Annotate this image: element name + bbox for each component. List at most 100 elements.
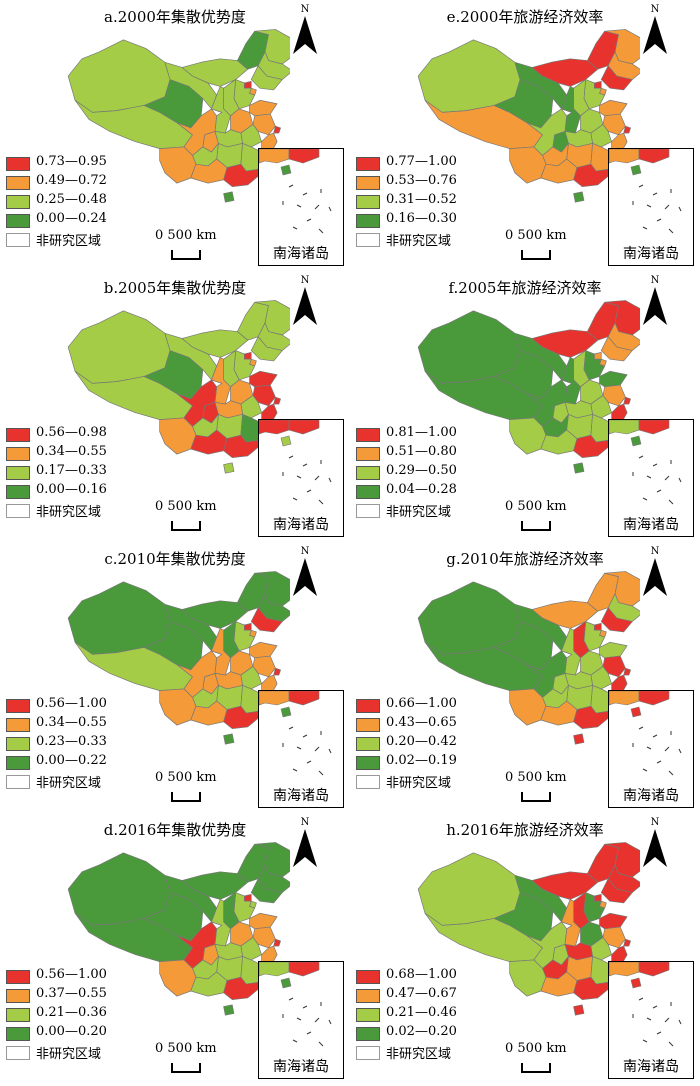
- island-mark: [668, 499, 674, 505]
- scale-label: 0 500 km: [505, 1041, 567, 1056]
- island-mark: [638, 455, 644, 459]
- legend-swatch: [6, 157, 30, 171]
- province-beijing: [243, 893, 252, 902]
- province-liaoning: [250, 65, 283, 91]
- legend-swatch: [6, 428, 30, 442]
- inset-guangxi: [609, 691, 640, 706]
- scale-bar: 0 500 km: [155, 770, 245, 806]
- province-hainan: [573, 462, 585, 474]
- inset-guangxi: [609, 420, 640, 435]
- legend-label: 0.20—0.42: [386, 734, 457, 749]
- province-shandong: [599, 99, 628, 117]
- island-mark: [642, 768, 648, 772]
- legend-swatch: [6, 989, 30, 1003]
- legend-label: 0.56—1.00: [36, 967, 107, 982]
- inset-label: 南海诸岛: [273, 517, 329, 533]
- legend-label: 0.00—0.22: [36, 753, 107, 768]
- island-mark: [668, 1041, 674, 1047]
- island-mark: [318, 1041, 324, 1047]
- legend-swatch: [356, 775, 380, 789]
- north-arrow-icon: N: [290, 817, 320, 869]
- legend-label: 0.02—0.19: [386, 753, 457, 768]
- province-shandong: [249, 99, 278, 117]
- china-map: [67, 571, 290, 745]
- china-map: [417, 842, 640, 1016]
- island-mark: [318, 228, 324, 234]
- south-china-sea-inset: 南海诸岛: [258, 419, 344, 537]
- scale-label: 0 500 km: [155, 1041, 217, 1056]
- inset-hainan: [630, 706, 642, 718]
- inset-guangdong: [288, 420, 320, 435]
- inset-guangxi: [259, 691, 290, 706]
- province-liaoning: [600, 65, 633, 91]
- legend-label: 0.34—0.55: [36, 715, 107, 730]
- legend-label: 0.00—0.16: [36, 482, 107, 497]
- province-nmg_w: [531, 600, 599, 629]
- island-mark: [296, 475, 302, 479]
- inset-guangxi: [609, 149, 640, 164]
- legend-swatch: [6, 176, 30, 190]
- island-mark: [306, 760, 312, 764]
- province-hainan: [223, 191, 235, 203]
- legend-label: 0.37—0.55: [36, 986, 107, 1001]
- legend-swatch: [6, 718, 30, 732]
- island-mark: [646, 204, 652, 208]
- province-beijing: [243, 622, 252, 631]
- province-beijing: [243, 80, 252, 89]
- legend-label: 非研究区域: [386, 505, 452, 520]
- province-shanghai: [273, 396, 281, 405]
- province-shanghai: [623, 396, 631, 405]
- province-sichuan: [176, 379, 218, 427]
- north-label: N: [300, 275, 310, 286]
- province-sichuan: [526, 921, 568, 969]
- legend-label: 0.04—0.28: [386, 482, 457, 497]
- legend-swatch: [6, 447, 30, 461]
- island-mark: [646, 475, 652, 479]
- province-liaoning: [600, 607, 633, 633]
- island-mark: [314, 1017, 320, 1023]
- province-beijing: [593, 893, 602, 902]
- inset-hainan: [280, 435, 292, 447]
- province-beijing: [243, 351, 252, 360]
- scale-bar: 0 500 km: [505, 770, 595, 806]
- legend-label: 0.34—0.55: [36, 444, 107, 459]
- legend-label: 0.56—0.98: [36, 425, 107, 440]
- inset-guangdong: [638, 962, 670, 977]
- legend-swatch: [356, 157, 380, 171]
- island-mark: [328, 748, 332, 754]
- legend-label: 0.49—0.72: [36, 173, 107, 188]
- panel-title: f.2005年旅游经济效率: [448, 279, 602, 297]
- province-qinghai: [143, 892, 204, 942]
- scale-label: 0 500 km: [505, 228, 567, 243]
- inset-label: 南海诸岛: [623, 1059, 679, 1075]
- island-mark: [288, 726, 294, 730]
- province-hainan: [573, 733, 585, 745]
- island-mark: [642, 226, 648, 230]
- province-qinghai: [493, 350, 554, 400]
- scale-bar-line: [171, 1063, 201, 1073]
- island-mark: [302, 1005, 308, 1009]
- north-arrow-icon: N: [640, 817, 670, 869]
- island-mark: [656, 760, 662, 764]
- north-label: N: [300, 817, 310, 828]
- island-mark: [318, 499, 324, 505]
- north-label: N: [650, 817, 660, 828]
- province-sichuan: [526, 379, 568, 427]
- legend-swatch: [6, 1008, 30, 1022]
- map-panel-g: g.2010年旅游经济效率 N 0.66—1.00 0.43—0.65 0.20—0.4…: [350, 542, 700, 813]
- island-mark: [638, 184, 644, 188]
- province-nmg_w: [531, 871, 599, 900]
- legend-swatch: [6, 1027, 30, 1041]
- island-mark: [668, 770, 674, 776]
- north-arrow-icon: N: [640, 4, 670, 56]
- province-nmg_w: [181, 600, 249, 629]
- legend-swatch: [356, 718, 380, 732]
- scale-bar: 0 500 km: [505, 228, 595, 264]
- legend-label: 0.51—0.80: [386, 444, 457, 459]
- inset-hainan: [280, 164, 292, 176]
- legend-label: 0.47—0.67: [386, 986, 457, 1001]
- legend-label: 0.66—1.00: [386, 696, 457, 711]
- legend-label: 0.73—0.95: [36, 154, 107, 169]
- legend-label: 0.16—0.30: [386, 211, 457, 226]
- legend-label: 0.29—0.50: [386, 463, 457, 478]
